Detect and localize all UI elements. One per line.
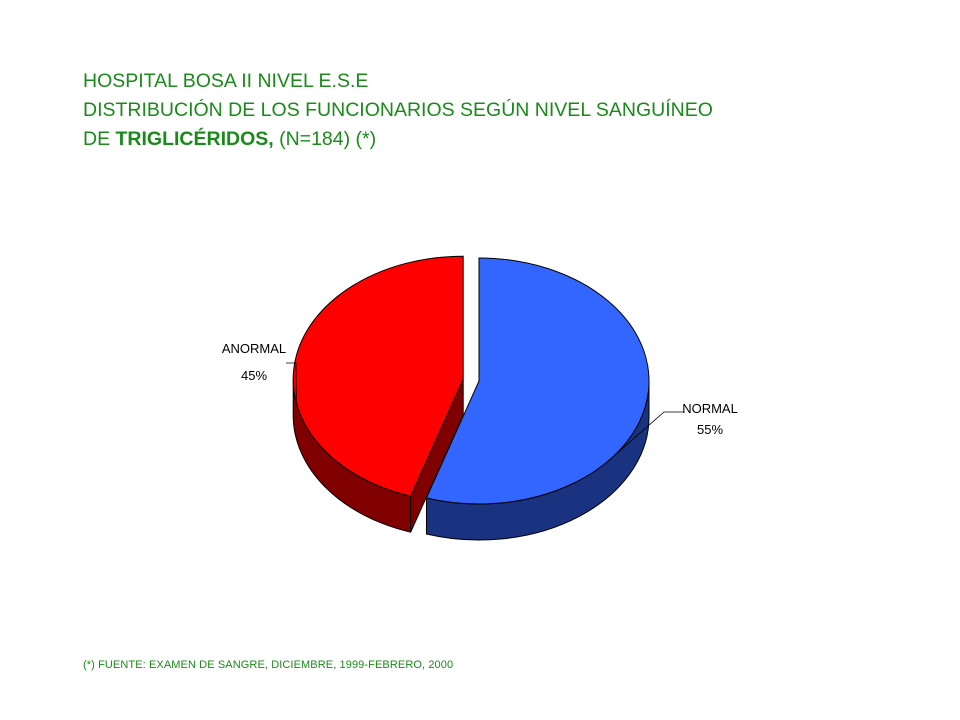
pie-slices (292, 255, 650, 505)
title-line-3-bold: TRIGLICÉRIDOS, (115, 128, 274, 150)
chart-title: HOSPITAL BOSA II NIVEL E.S.E DISTRIBUCIÓ… (83, 67, 903, 154)
title-line-1: HOSPITAL BOSA II NIVEL E.S.E (83, 70, 369, 92)
slice-percent-normal: 55% (697, 422, 723, 437)
title-line-3-prefix: DE (83, 128, 116, 150)
source-footnote: (*) FUENTE: EXAMEN DE SANGRE, DICIEMBRE,… (83, 659, 454, 671)
pie-slice-normal (425, 257, 650, 505)
leader-line-anormal (286, 362, 297, 403)
slice-label-normal: NORMAL (682, 401, 738, 416)
leader-line-normal (607, 411, 684, 462)
title-line-2: DISTRIBUCIÓN DE LOS FUNCIONARIOS SEGÚN N… (83, 99, 713, 121)
pie-slice-anormal (292, 255, 464, 497)
slice-label-anormal: ANORMAL (222, 341, 286, 356)
title-line-3: DE TRIGLICÉRIDOS, (N=184) (*) (83, 125, 903, 154)
title-line-3-suffix: (N=184) (*) (273, 128, 377, 150)
pie-labels: NORMAL 55% ANORMAL 45% (222, 341, 738, 462)
slice-percent-anormal: 45% (241, 368, 267, 383)
